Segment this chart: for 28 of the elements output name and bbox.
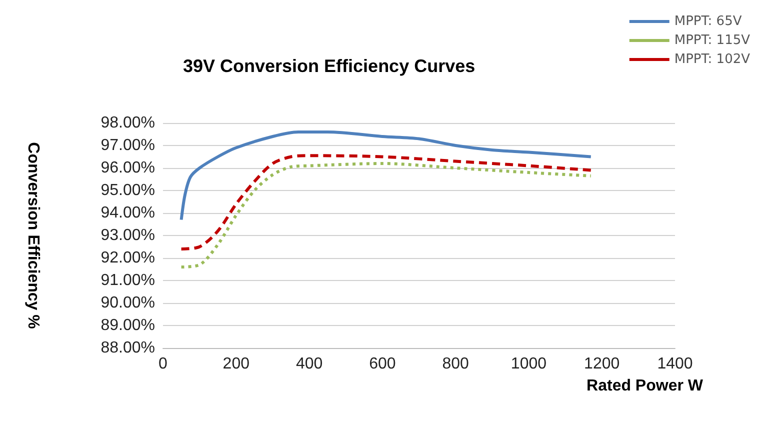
y-tick-label: 90.00% <box>100 294 155 312</box>
y-tick-label: 98.00% <box>100 114 155 132</box>
legend-label: MPPT: 102V <box>674 52 750 67</box>
legend-label: MPPT: 65V <box>674 14 742 29</box>
legend-label: MPPT: 115V <box>674 33 750 48</box>
x-tick-label: 400 <box>296 356 323 372</box>
x-tick-label: 1400 <box>657 356 693 372</box>
line-series <box>180 130 592 222</box>
chart-title: 39V Conversion Efficiency Curves <box>183 56 476 76</box>
y-tick-label: 94.00% <box>100 204 155 222</box>
y-tick-label: 95.00% <box>100 182 155 199</box>
x-tick-label: 800 <box>442 356 470 372</box>
y-tick-label: 88.00% <box>100 340 155 356</box>
line-series <box>180 154 592 250</box>
y-tick-label: 92.00% <box>100 250 155 266</box>
x-tick-label: 0 <box>158 356 168 372</box>
y-tick-label: 97.00% <box>100 137 155 154</box>
y-axis-title: Conversion Efficiency % <box>24 142 42 329</box>
x-tick-label: 600 <box>369 356 396 372</box>
y-tick-label: 89.00% <box>100 317 155 334</box>
x-tick-label: 1200 <box>584 356 620 372</box>
x-tick-label: 200 <box>222 356 250 372</box>
y-tick-label: 96.00% <box>100 160 155 176</box>
x-tick-label: 1000 <box>510 356 547 372</box>
line-series <box>180 162 592 268</box>
y-tick-label: 91.00% <box>100 272 155 289</box>
x-axis-title: Rated Power W <box>586 378 704 394</box>
y-tick-label: 93.00% <box>100 227 155 244</box>
